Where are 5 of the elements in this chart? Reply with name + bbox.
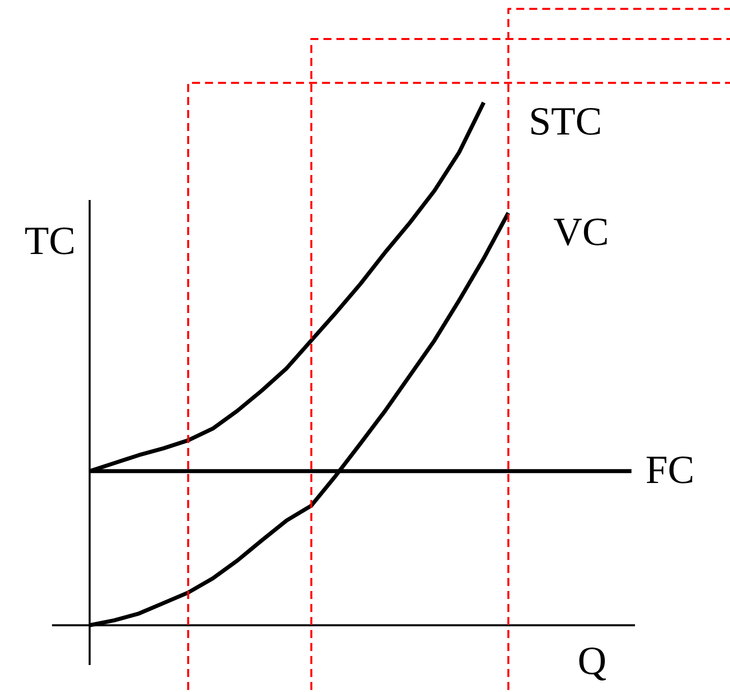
series-label: STC <box>528 98 602 144</box>
series-label: VC <box>553 208 609 254</box>
x-axis-title: Q <box>578 638 607 683</box>
y-axis-title: TC <box>24 218 76 263</box>
series-label: FC <box>645 447 694 492</box>
